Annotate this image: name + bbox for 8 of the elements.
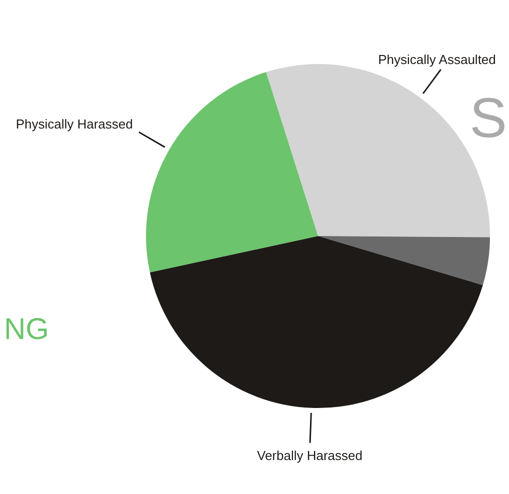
slice-label: Physically Harassed (16, 116, 133, 132)
slice-label: Verbally Harassed (256, 448, 362, 463)
pie-slice (318, 236, 490, 286)
text: NG (4, 313, 49, 346)
pie-slice (150, 236, 483, 408)
slice-label: Physically Assaulted (378, 52, 496, 67)
text: S (470, 86, 507, 149)
pie-slice (146, 72, 318, 272)
